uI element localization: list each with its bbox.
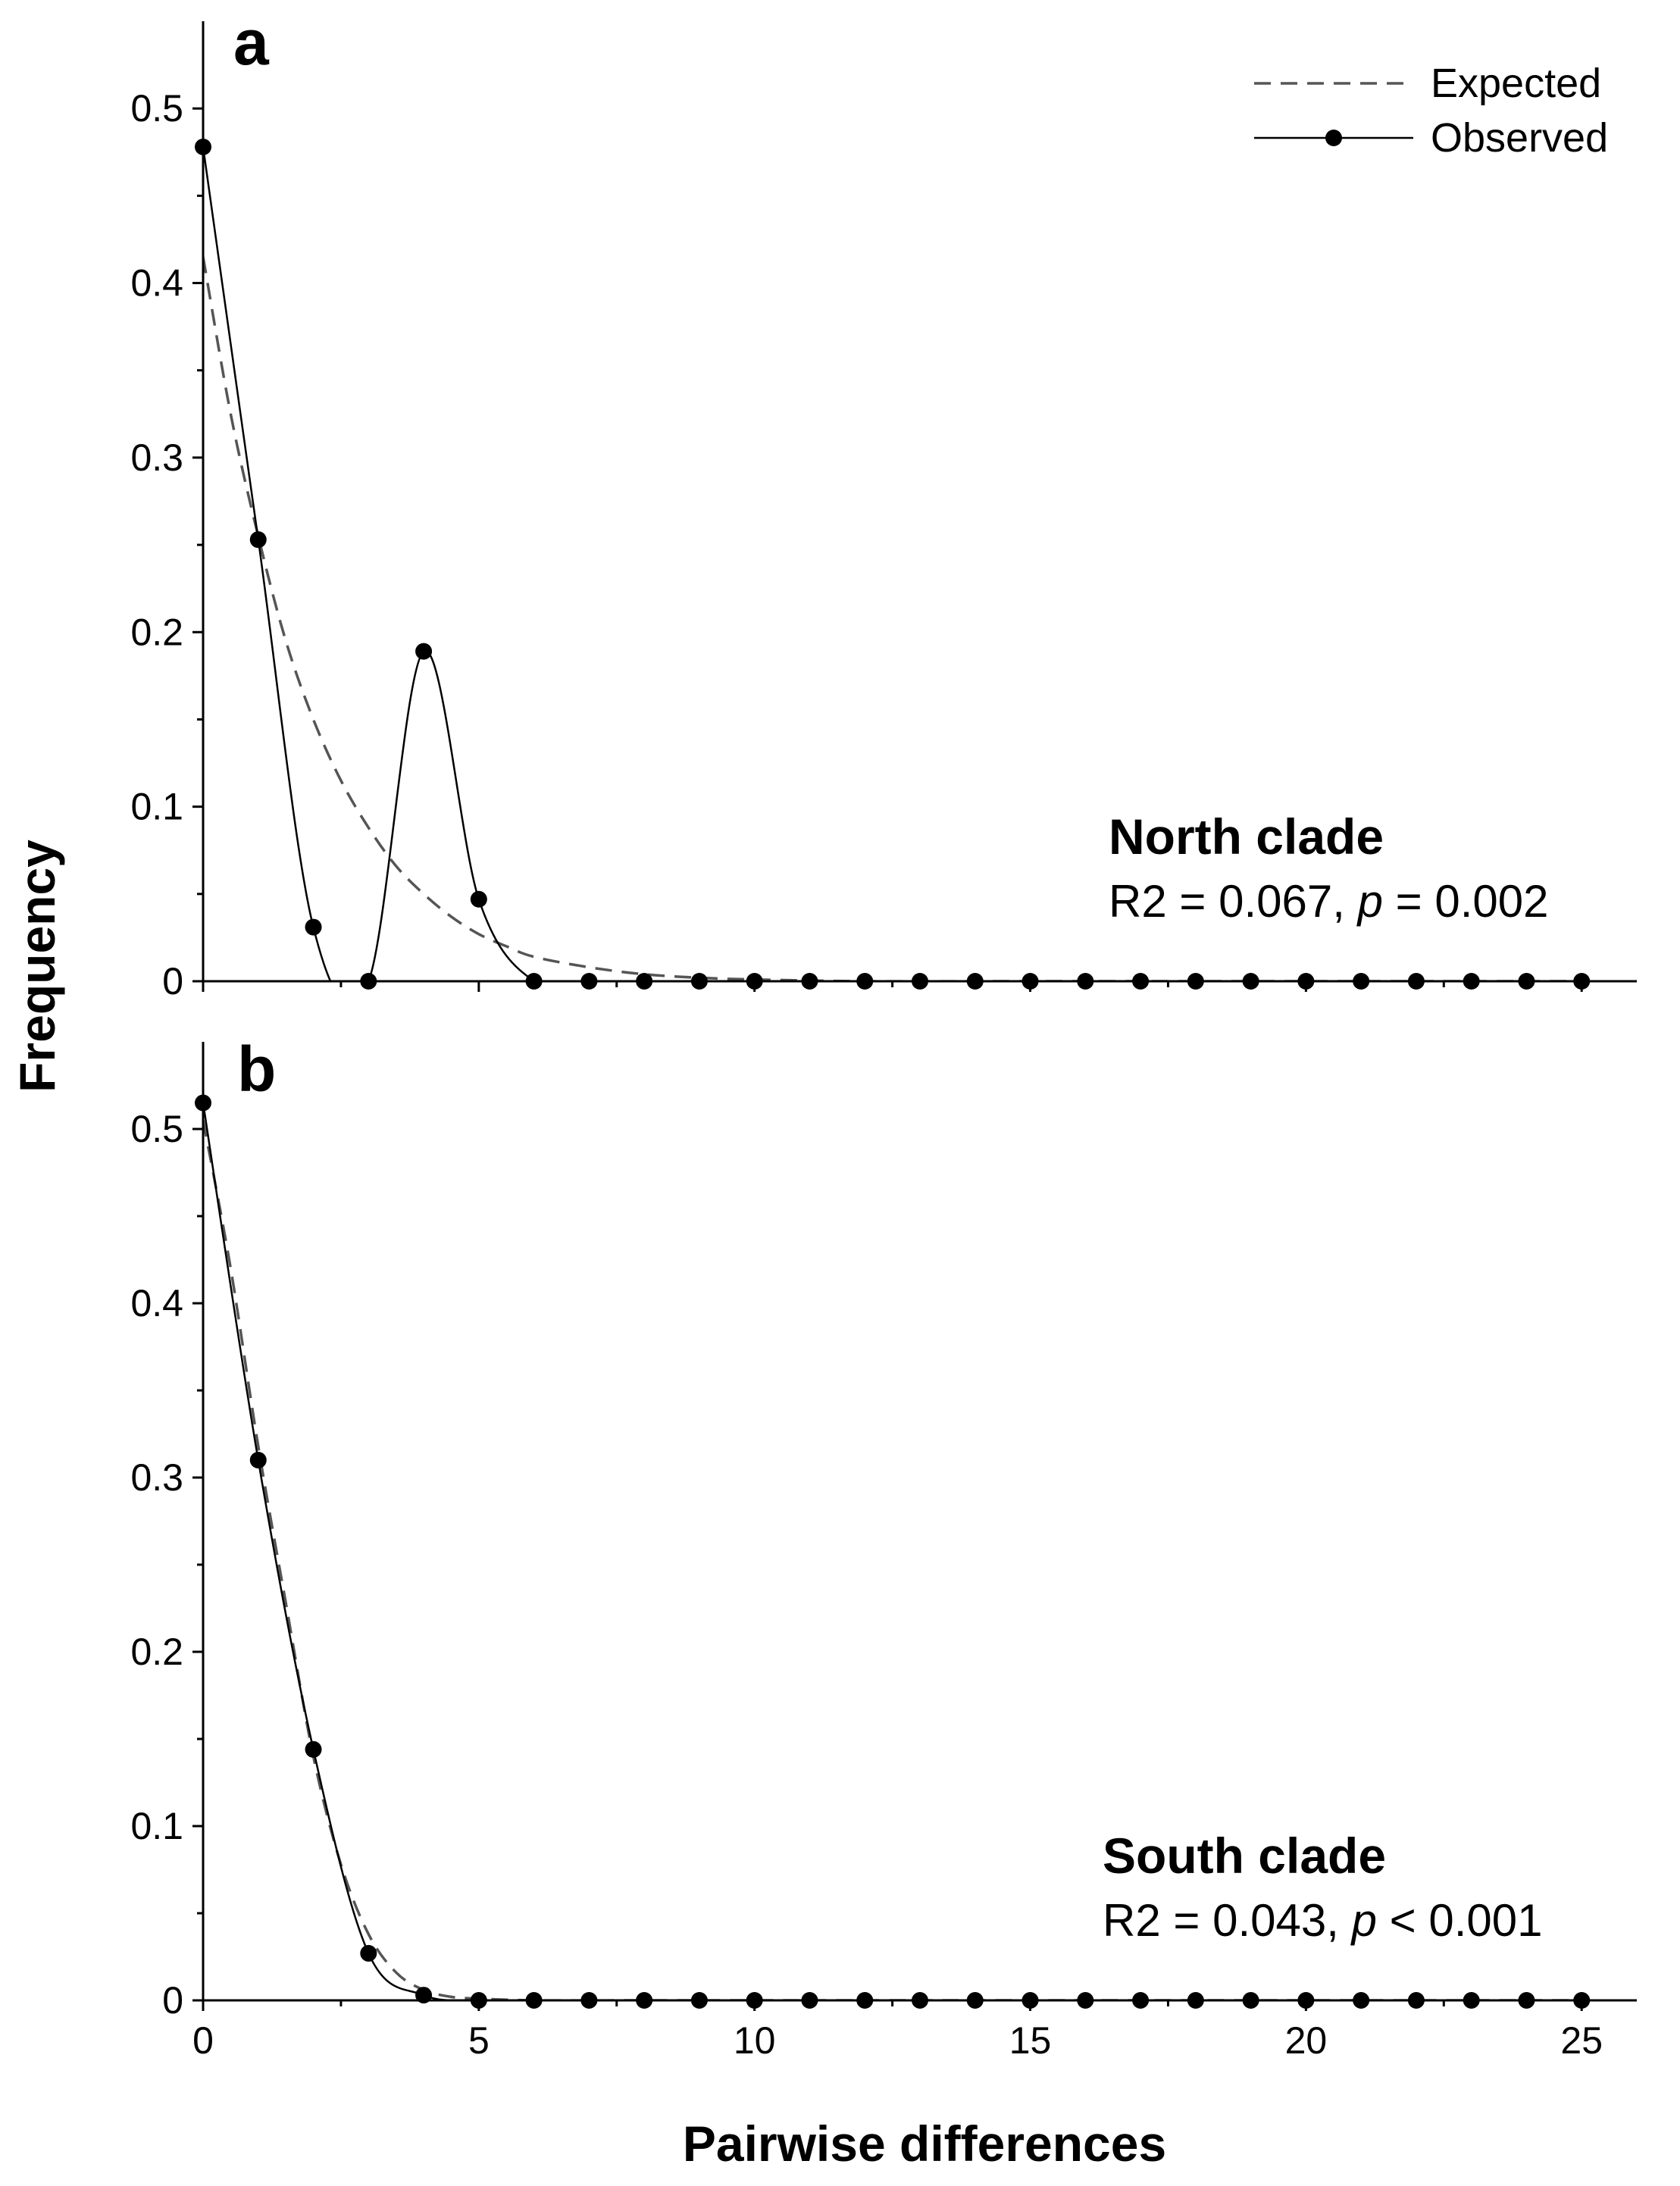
x-tick-label: 25 xyxy=(1560,2019,1603,2062)
x-tick-label: 15 xyxy=(1009,2019,1052,2062)
panel-a-stats: R2 = 0.067, p = 0.002 xyxy=(1109,876,1548,927)
panel-b-y-tick-label: 0.1 xyxy=(130,1805,183,1847)
panel-a-stats-suffix: = 0.002 xyxy=(1383,876,1549,927)
panel-a-tick-labels: 0 0.1 0.2 0.3 0.4 0.5 xyxy=(130,87,183,1002)
panel-a-observed-point xyxy=(305,918,322,936)
panel-a-series xyxy=(195,138,1591,990)
y-axis-title: Frequency xyxy=(9,840,65,1093)
panel-b-expected-line xyxy=(203,1120,1582,2000)
legend-observed-label: Observed xyxy=(1431,115,1608,161)
panel-b-stats: R2 = 0.043, p < 0.001 xyxy=(1103,1895,1542,1946)
panel-b-y-tick-label: 0 xyxy=(162,1979,183,2022)
panel-a-expected-line xyxy=(203,256,1582,981)
panel-b-stats-prefix: R2 = 0.043, xyxy=(1103,1895,1352,1946)
panel-a-stats-p: p xyxy=(1356,876,1383,927)
x-tick-label: 0 xyxy=(192,2019,214,2062)
panel-b-tick-labels: 0 0.1 0.2 0.3 0.4 0.5 0 5 10 15 20 25 xyxy=(130,1108,1603,2062)
panel-a-clade-title: North clade xyxy=(1109,808,1384,865)
x-tick-label: 10 xyxy=(734,2019,776,2062)
legend-observed-marker xyxy=(1325,130,1342,146)
panel-b-y-tick-label: 0.4 xyxy=(130,1282,183,1324)
panel-b-y-tick-label: 0.3 xyxy=(130,1456,183,1499)
panel-a-letter: a xyxy=(233,7,270,78)
panel-b-letter: b xyxy=(237,1034,276,1105)
x-tick-label: 5 xyxy=(468,2019,490,2062)
x-axis-title: Pairwise differences xyxy=(683,2116,1166,2172)
panel-a-y-tick-label: 0 xyxy=(162,960,183,1002)
panel-b-y-tick-label: 0.5 xyxy=(130,1108,183,1150)
panel-b-stats-p: p xyxy=(1350,1895,1377,1946)
panel-b-clade-title: South clade xyxy=(1103,1828,1386,1884)
panel-a-observed-point xyxy=(470,890,487,908)
panel-a: a 0 0.1 0.2 0.3 0.4 0.5 North clade R2 = 0.06… xyxy=(130,7,1637,1002)
panel-a-y-tick-label: 0.5 xyxy=(130,87,183,130)
panel-b: b 0 0.1 0.2 0.3 0.4 0.5 0 5 10 15 20 25 South clade… xyxy=(130,1034,1637,2062)
panel-b-observed-line xyxy=(203,1102,1582,2000)
panel-a-y-tick-label: 0.2 xyxy=(130,611,183,653)
panel-b-observed-point xyxy=(249,1452,267,1468)
panel-a-stats-prefix: R2 = 0.067, xyxy=(1109,876,1358,927)
panel-a-y-tick-label: 0.1 xyxy=(130,786,183,828)
panel-a-y-tick-label: 0.3 xyxy=(130,436,183,479)
legend-expected-label: Expected xyxy=(1431,61,1601,106)
panel-a-observed-point xyxy=(415,643,433,660)
legend: Expected Observed xyxy=(1254,61,1608,161)
panel-b-y-tick-label: 0.2 xyxy=(130,1631,183,1673)
x-tick-label: 20 xyxy=(1285,2019,1328,2062)
panel-b-observed-point xyxy=(305,1740,322,1758)
panel-a-y-tick-label: 0.4 xyxy=(130,262,183,305)
panel-a-observed-point xyxy=(249,531,267,549)
panel-b-stats-suffix: < 0.001 xyxy=(1377,1895,1543,1946)
panel-b-observed-point xyxy=(360,1944,377,1962)
